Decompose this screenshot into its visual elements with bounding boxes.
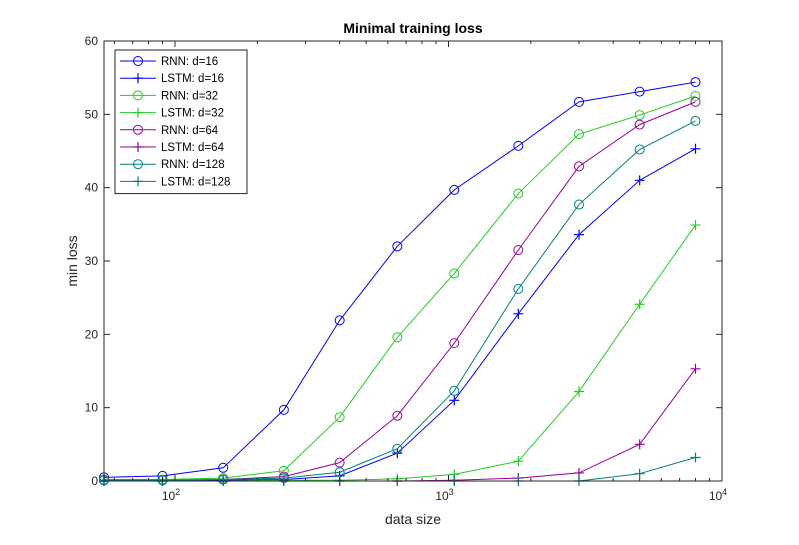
circle-marker [573, 96, 584, 107]
legend-circle-marker [133, 56, 143, 66]
plus-marker [449, 395, 460, 406]
series-7 [99, 115, 701, 486]
legend-item: LSTM: d=32 [120, 108, 224, 120]
circle-marker [449, 338, 460, 349]
y-tick-label: 10 [85, 401, 99, 415]
circle-marker [449, 385, 460, 396]
legend-label: LSTM: d=32 [161, 108, 224, 120]
plus-marker [513, 456, 524, 467]
circle-marker [573, 199, 584, 210]
series-line [104, 120, 696, 481]
circle-marker [278, 465, 289, 476]
legend-circle-marker [133, 124, 143, 135]
legend-box [114, 49, 248, 195]
circle-marker [690, 96, 701, 107]
legend-item: RNN: d=64 [120, 124, 219, 137]
legend-label: LSTM: d=128 [161, 176, 230, 188]
circle-marker [690, 77, 701, 88]
circle-marker [392, 241, 403, 252]
legend-label: RNN: d=16 [161, 56, 218, 68]
circle-marker [573, 129, 584, 140]
circle-marker [513, 140, 524, 151]
legend-circle-marker [133, 90, 143, 101]
legend-plus-marker [133, 176, 143, 187]
circle-marker [513, 188, 524, 199]
axes-layer: 0 10 20 30 40 50 60 102 103 104 [85, 34, 728, 503]
legend-plus-marker [133, 73, 143, 84]
circle-marker [334, 457, 345, 468]
circle-marker [334, 315, 345, 326]
plus-marker [634, 299, 645, 310]
plus-marker [573, 386, 584, 397]
circle-marker [634, 110, 645, 121]
circle-marker [634, 86, 645, 97]
plus-marker [573, 229, 584, 240]
legend-label: RNN: d=32 [161, 90, 218, 102]
legend-item: LSTM: d=16 [120, 73, 224, 85]
circle-marker [392, 443, 403, 454]
y-tick-label: 20 [85, 327, 99, 341]
circle-marker [690, 115, 701, 126]
plus-marker [634, 439, 645, 450]
circle-marker [218, 462, 229, 473]
legend-item: LSTM: d=64 [120, 142, 225, 154]
legend-label: LSTM: d=16 [161, 73, 224, 85]
y-tick-label: 60 [85, 34, 99, 48]
legend-plus-marker [133, 142, 143, 152]
circle-marker [513, 283, 524, 294]
plus-marker [690, 143, 701, 154]
legend-label: LSTM: d=64 [161, 142, 225, 154]
circle-marker [634, 144, 645, 155]
legend-item: RNN: d=16 [120, 56, 218, 68]
legend-item: RNN: d=128 [120, 159, 225, 171]
legend-label: RNN: d=128 [161, 159, 225, 171]
y-tick-label: 30 [85, 254, 99, 268]
legend: RNN: d=16 LSTM: d=16 RNN: d=32 LSTM: d=32 RN… [114, 49, 248, 195]
legend-item: LSTM: d=128 [120, 176, 230, 188]
y-axis-label: min loss [64, 235, 80, 286]
legend-circle-marker [133, 159, 143, 170]
circle-marker [449, 268, 460, 279]
circle-marker [392, 410, 403, 421]
x-tick-label: 103 [435, 487, 453, 503]
x-axis-label: data size [385, 511, 441, 527]
plus-marker [513, 308, 524, 319]
chart-title: Minimal training loss [343, 20, 482, 36]
circle-marker [278, 404, 289, 415]
y-tick-label: 50 [85, 107, 99, 121]
series-line [103, 81, 696, 478]
y-tick-label: 0 [91, 474, 98, 488]
circle-marker [513, 245, 524, 255]
series-line [104, 95, 696, 481]
plus-marker [690, 220, 701, 231]
plus-marker [634, 175, 645, 186]
plus-marker [690, 363, 701, 374]
y-tick-label: 40 [85, 181, 99, 195]
circle-marker [573, 161, 584, 172]
plus-marker [634, 468, 645, 479]
legend-plus-marker [133, 107, 143, 118]
x-tick-label: 102 [162, 487, 180, 503]
circle-marker [392, 332, 403, 343]
circle-marker [334, 412, 345, 423]
circle-marker [690, 91, 701, 101]
circle-marker [449, 184, 460, 195]
x-tick-label: 104 [709, 487, 727, 503]
circle-marker [634, 119, 645, 130]
legend-item: RNN: d=32 [120, 90, 218, 102]
plus-marker [690, 452, 701, 463]
legend-label: RNN: d=64 [161, 125, 219, 137]
